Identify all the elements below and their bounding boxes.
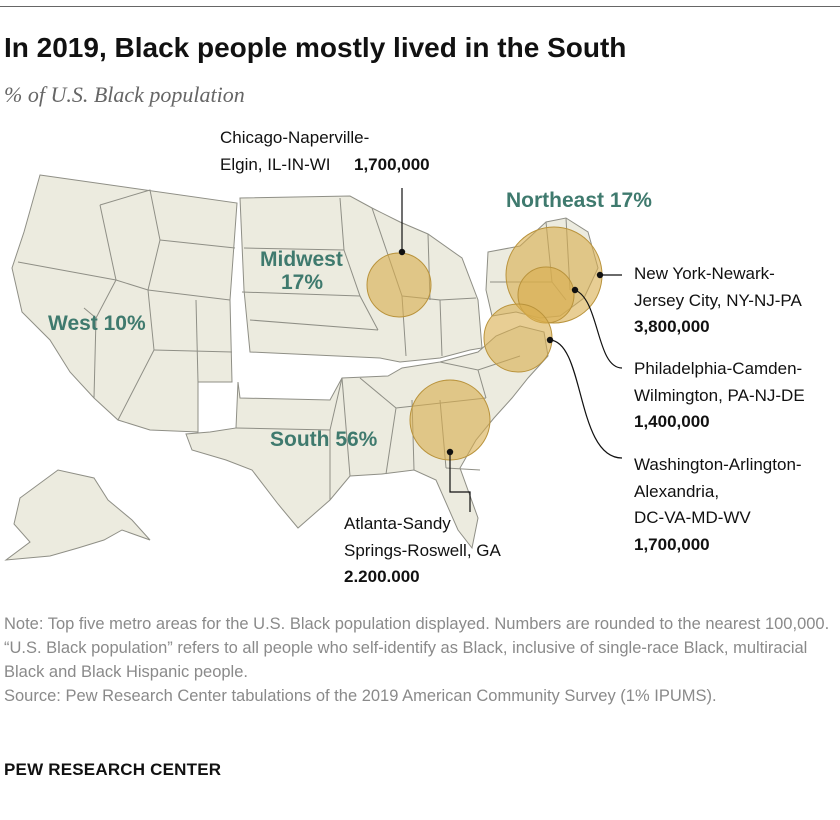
atlanta-population: 2.200.000 [344, 567, 420, 586]
philadelphia-name-1: Philadelphia-Camden- [634, 359, 802, 378]
region-west [11, 174, 238, 433]
note-text: Note: Top five metro areas for the U.S. … [4, 615, 830, 681]
chicago-name-1: Chicago-Naperville- [220, 128, 369, 147]
label-west: West 10% [48, 312, 146, 335]
washington-name-1: Washington-Arlington- [634, 455, 802, 474]
alaska [4, 469, 151, 561]
footer-credit: PEW RESEARCH CENTER [4, 760, 222, 779]
washington-name-3: DC-VA-MD-WV [634, 508, 751, 527]
label-south: South 56% [270, 428, 378, 451]
chart-title: In 2019, Black people mostly lived in th… [4, 32, 627, 63]
chicago-population: 1,700,000 [354, 155, 430, 174]
source-text: Source: Pew Research Center tabulations … [4, 687, 717, 705]
bubble-chicago [366, 252, 432, 318]
leader-dots [398, 248, 604, 456]
leader-lines [401, 188, 623, 512]
notes-block: Note: Top five metro areas for the U.S. … [4, 612, 836, 708]
washington-population: 1,700,000 [634, 535, 710, 554]
philadelphia-population: 1,400,000 [634, 412, 710, 431]
philadelphia-name-2: Wilmington, PA-NJ-DE [634, 386, 805, 405]
atlanta-name-2: Springs-Roswell, GA [344, 541, 501, 560]
new-york-population: 3,800,000 [634, 317, 710, 336]
chart-subtitle: % of U.S. Black population [4, 82, 245, 107]
bubble-atlanta [409, 379, 491, 461]
top-rule [0, 6, 840, 7]
us-map: West 10% Midwest 17% Northeast 17% South… [4, 128, 805, 586]
label-midwest-pct: 17% [281, 271, 323, 294]
label-midwest: Midwest [260, 248, 343, 271]
atlanta-name-1: Atlanta-Sandy [344, 514, 451, 533]
new-york-name-2: Jersey City, NY-NJ-PA [634, 291, 802, 310]
new-york-name-1: New York-Newark- [634, 264, 775, 283]
chicago-name-2: Elgin, IL-IN-WI [220, 155, 331, 174]
region-midwest [239, 195, 483, 363]
washington-name-2: Alexandria, [634, 482, 719, 501]
bubble-washington [483, 303, 553, 373]
label-northeast: Northeast 17% [506, 189, 652, 212]
